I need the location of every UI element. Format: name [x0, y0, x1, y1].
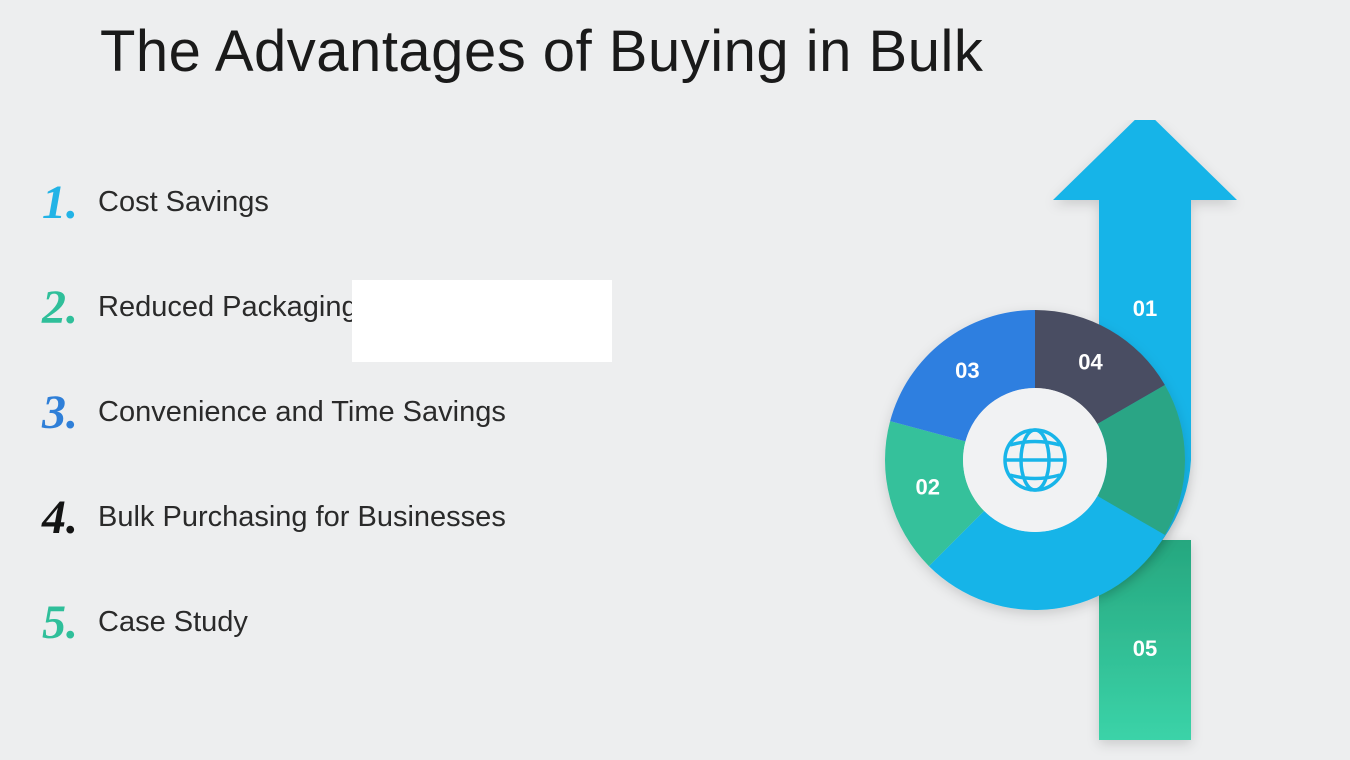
advantages-list: 1. Cost Savings 2. Reduced Packaging Was… — [30, 150, 506, 675]
donut-segment-label: 04 — [1078, 350, 1103, 375]
list-item: 4. Bulk Purchasing for Businesses — [30, 465, 506, 570]
list-item: 5. Case Study — [30, 570, 506, 675]
list-label-4: Bulk Purchasing for Businesses — [98, 501, 506, 534]
list-number-1: 1. — [30, 175, 90, 230]
list-label-1: Cost Savings — [98, 186, 269, 219]
list-number-5: 5. — [30, 595, 90, 650]
list-number-2: 2. — [30, 280, 90, 335]
list-number-3: 3. — [30, 385, 90, 440]
list-item: 3. Convenience and Time Savings — [30, 360, 506, 465]
donut-arrow-diagram: 05 04 02 03 01 — [810, 120, 1330, 760]
segment-05-label: 05 — [1133, 636, 1157, 661]
page-title: The Advantages of Buying in Bulk — [100, 18, 983, 85]
list-label-5: Case Study — [98, 606, 248, 639]
list-item: 1. Cost Savings — [30, 150, 506, 255]
donut-segment-label: 03 — [955, 358, 979, 383]
list-label-3: Convenience and Time Savings — [98, 396, 506, 429]
donut-segment-label: 02 — [916, 475, 940, 500]
list-number-4: 4. — [30, 490, 90, 545]
white-box — [352, 280, 612, 362]
segment-01-label: 01 — [1133, 296, 1157, 321]
